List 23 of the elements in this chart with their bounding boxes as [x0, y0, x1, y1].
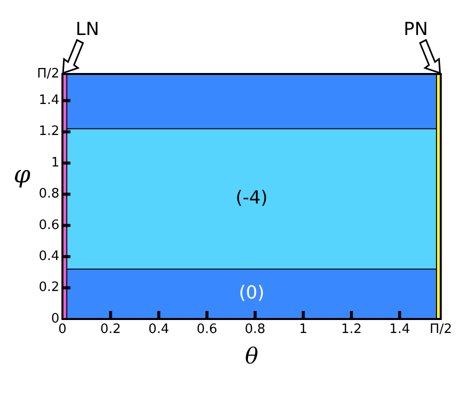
x-tick-label: 0.6	[196, 322, 218, 338]
annotation: LN	[76, 18, 100, 40]
x-axis-title: θ	[244, 344, 258, 370]
y-tick-label: 0.6	[38, 218, 60, 233]
x-tick-label: 1	[299, 322, 308, 338]
y-tick-label: 0.4	[38, 248, 60, 264]
y-tick-label: 0.2	[38, 280, 60, 296]
annotation: PN	[404, 18, 428, 40]
y-tick-label: Π/2	[36, 66, 60, 82]
x-tick-label: 0.2	[100, 322, 121, 338]
series-label: (0)	[238, 282, 264, 304]
y-tick-label: 1.4	[38, 93, 60, 108]
x-tick-label: 1.4	[389, 322, 410, 338]
y-tick-label: 1	[51, 155, 60, 170]
x-tick-label: 0.8	[244, 322, 266, 338]
x-tick-label: 1.2	[341, 322, 362, 338]
y-axis-title: φ	[14, 160, 31, 189]
y-tick-label: 0	[51, 311, 60, 326]
x-tick-label: Π/2	[430, 322, 452, 338]
y-tick-label: 0.8	[38, 186, 60, 202]
x-tick-label: 0.4	[148, 322, 170, 338]
y-tick-label: 1.2	[38, 124, 60, 140]
series-label: (-4)	[236, 188, 268, 209]
